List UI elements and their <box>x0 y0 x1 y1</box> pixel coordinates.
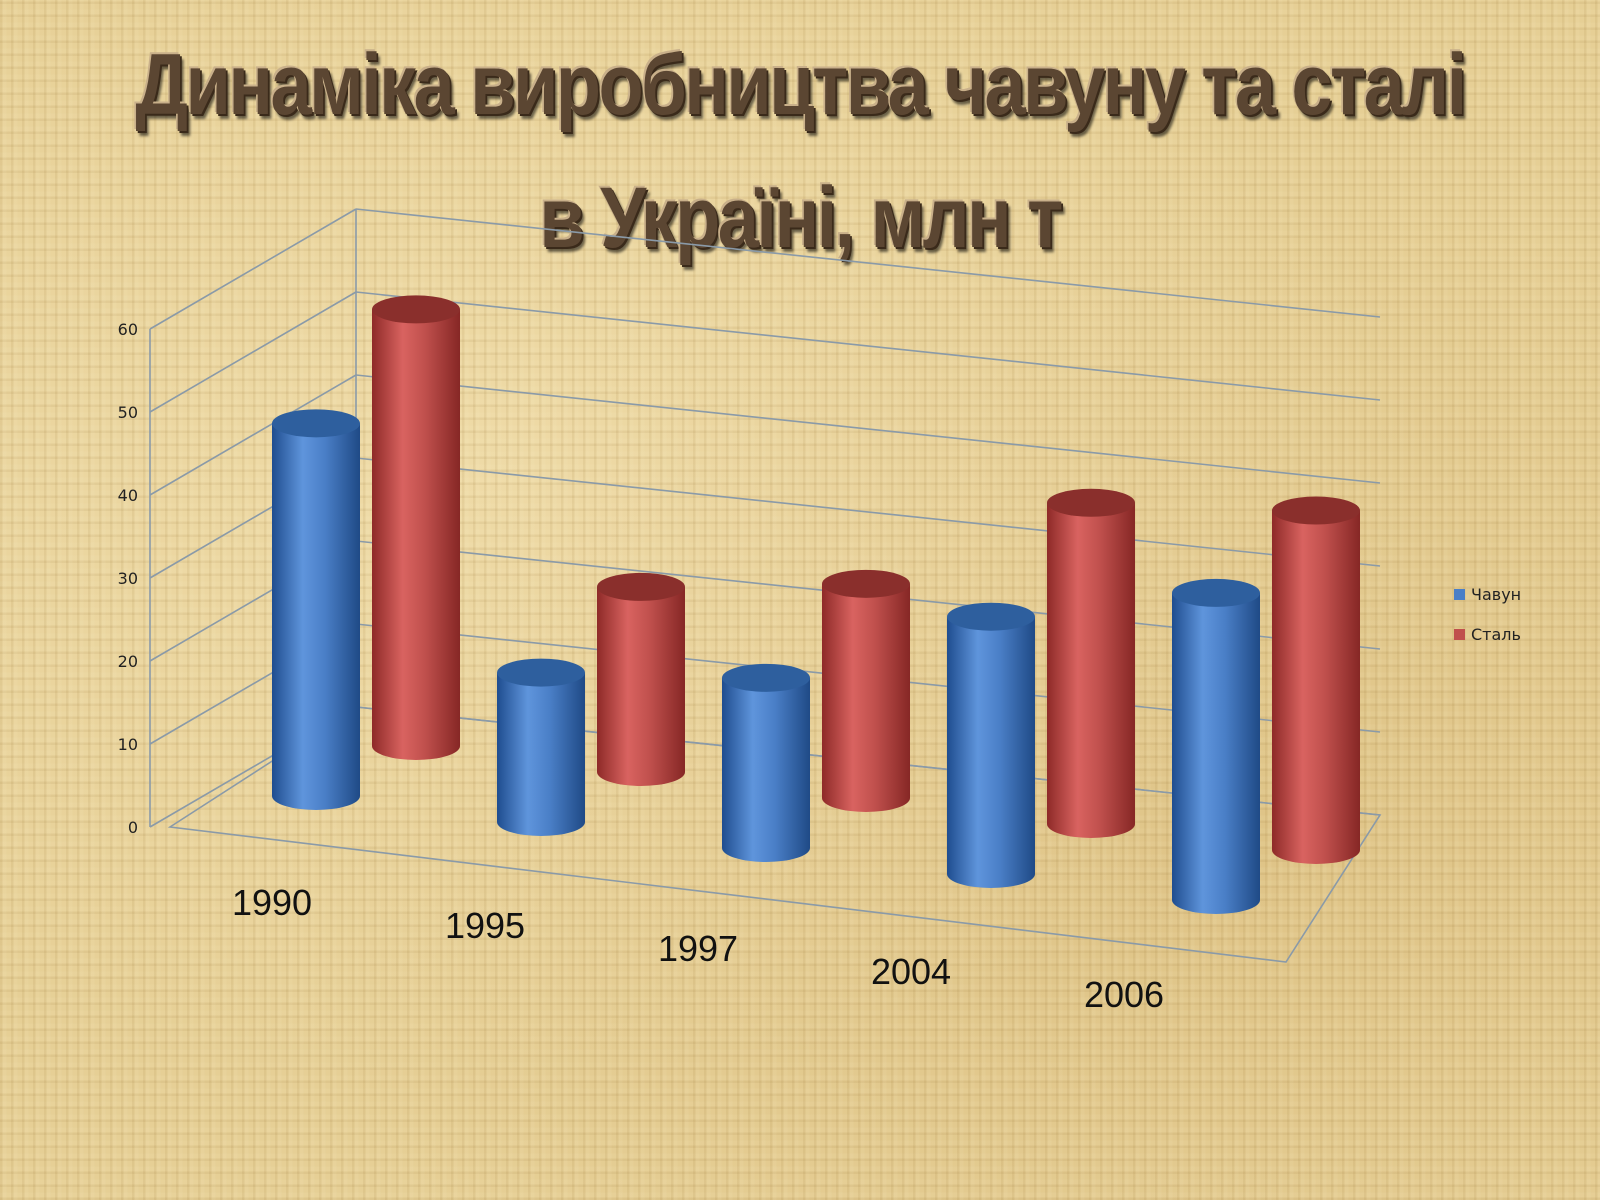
y-tick-label: 60 <box>118 320 138 339</box>
bar-top-Сталь <box>1047 488 1135 517</box>
bar-Чавун <box>1172 592 1260 914</box>
back-gridline <box>355 374 1381 484</box>
side-gridline <box>149 291 357 413</box>
back-gridline <box>355 457 1381 567</box>
bar-Сталь <box>1047 502 1135 838</box>
x-tick-label: 1990 <box>232 882 312 923</box>
bar-top-Сталь <box>822 569 910 598</box>
y-tick-label: 20 <box>118 652 138 671</box>
x-tick-label: 2006 <box>1084 974 1164 1015</box>
x-tick-label: 1995 <box>445 905 525 946</box>
bar-Сталь <box>372 309 460 760</box>
bar-top-Сталь <box>372 295 460 324</box>
x-tick-label: 2004 <box>871 951 951 992</box>
chart-title-line1: Динаміка виробництва чавуну та сталі <box>135 37 1467 133</box>
bar-top-Сталь <box>597 572 685 601</box>
back-gridline <box>355 208 1381 318</box>
y-tick-label: 30 <box>118 569 138 588</box>
back-gridline <box>355 291 1381 401</box>
legend-swatch-stal <box>1454 628 1465 640</box>
side-gridline <box>149 374 357 496</box>
bar-top-Чавун <box>272 409 360 438</box>
x-tick-label: 1997 <box>658 928 738 969</box>
bar-top-Чавун <box>1172 578 1260 607</box>
bar-Чавун <box>497 672 585 836</box>
bar-Чавун <box>722 677 810 862</box>
bar-top-Чавун <box>947 602 1035 631</box>
side-gridline <box>149 208 357 330</box>
bar-Сталь <box>1272 510 1360 864</box>
y-tick-label: 0 <box>128 818 138 837</box>
chart-title-line2: в Україні, млн т <box>539 170 1063 266</box>
bar-Чавун <box>947 616 1035 888</box>
legend-label-chavun: Чавун <box>1471 584 1522 604</box>
y-tick-label: 50 <box>118 403 138 422</box>
y-tick-label: 10 <box>118 735 138 754</box>
bar-top-Чавун <box>722 663 810 692</box>
bar-Сталь <box>597 586 685 786</box>
legend-label-stal: Сталь <box>1471 624 1521 644</box>
legend-item-stal: Сталь <box>1454 614 1521 654</box>
bar-top-Чавун <box>497 658 585 687</box>
legend-swatch-chavun <box>1454 588 1465 600</box>
bar-top-Сталь <box>1272 496 1360 525</box>
legend-item-chavun: Чавун <box>1454 574 1521 614</box>
y-tick-label: 40 <box>118 486 138 505</box>
chart-legend: Чавун Сталь <box>1454 574 1521 654</box>
bar-Сталь <box>822 583 910 812</box>
bar-Чавун <box>272 423 360 810</box>
